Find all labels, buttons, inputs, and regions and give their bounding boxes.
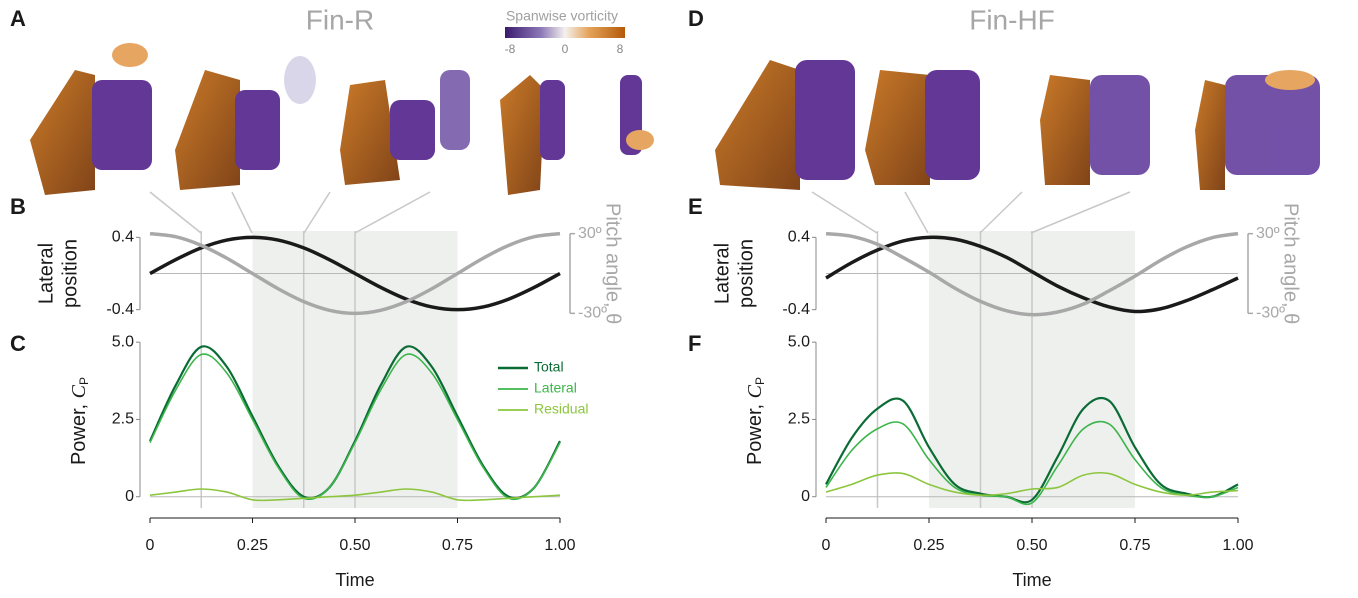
y-axis-label-symbol: C [68, 384, 90, 398]
y-tick-label: 2.5 [788, 411, 810, 428]
x-tick-label: 1.00 [1222, 537, 1253, 554]
panel-label: A [10, 6, 26, 31]
y-axis-label-symbol: C [744, 384, 766, 398]
series-line [149, 231, 561, 316]
backdrop [200, 231, 1135, 508]
y2-tick-label: 30º [578, 225, 602, 242]
panel-label: E [688, 194, 703, 219]
y-axis-label: position [59, 239, 81, 308]
series-line [149, 353, 561, 501]
series-line [149, 235, 561, 312]
y-tick-label: 5.0 [788, 333, 810, 350]
series-line [825, 420, 1239, 506]
legend-label: Residual [534, 401, 588, 417]
x-tick-label: 0.75 [442, 537, 473, 554]
x-axis-label: Time [335, 570, 374, 590]
colorbar [505, 27, 625, 38]
y2-axis-label: Pitch angle, θ [602, 203, 624, 324]
y-axis-label-subscript: P [77, 377, 91, 385]
y-axis-label-text: Power, [744, 398, 766, 465]
colorbar-tick-label: 0 [562, 42, 569, 56]
y-axis-label: position [735, 239, 757, 308]
x-tick-label: 0.75 [1119, 537, 1150, 554]
x-tick-label: 0.25 [237, 537, 268, 554]
y-axis-label: Power, CP [744, 377, 768, 465]
y-tick-label: 0 [125, 488, 134, 505]
x-tick-label: 0 [822, 537, 831, 554]
figure-title: Fin-R [306, 4, 374, 35]
figure-title: Fin-HF [969, 4, 1055, 35]
y2-tick-label: 30º [1256, 225, 1280, 242]
series-line [825, 471, 1239, 497]
legend-label: Lateral [534, 380, 577, 396]
y-tick-label: 0 [801, 488, 810, 505]
x-tick-label: 0.50 [339, 537, 370, 554]
snapshots-fin-r [30, 43, 654, 195]
series-line [149, 488, 561, 502]
panel-label: F [688, 331, 701, 356]
series-line [825, 235, 1239, 314]
y-axis-label: Lateral [711, 243, 733, 304]
y-tick-label: 0.4 [788, 229, 810, 246]
y-tick-label: 2.5 [112, 411, 134, 428]
panel-label: B [10, 194, 26, 219]
y-tick-label: -0.4 [106, 301, 134, 318]
y-tick-label: 5.0 [112, 333, 134, 350]
y2-tick-label: -30º [1256, 305, 1285, 322]
colorbar-tick-label: -8 [505, 42, 516, 56]
panel-label: D [688, 6, 704, 31]
colorbar-title: Spanwise vorticity [506, 8, 618, 24]
panel-label: C [10, 331, 26, 356]
y-axis-label-text: Power, [68, 398, 90, 465]
x-tick-label: 0.50 [1016, 537, 1047, 554]
series-line [825, 231, 1239, 317]
x-tick-label: 0 [146, 537, 155, 554]
snapshots-fin-hf [715, 60, 1320, 190]
y2-axis-label: Pitch angle, θ [1280, 203, 1302, 324]
x-axis-label: Time [1012, 570, 1051, 590]
x-tick-label: 0.25 [913, 537, 944, 554]
y-tick-label: -0.4 [782, 301, 810, 318]
y-axis-label-subscript: P [753, 377, 767, 385]
y2-tick-label: -30º [578, 305, 607, 322]
connectors [149, 191, 1131, 234]
y-axis-label: Power, CP [68, 377, 92, 465]
y-axis-label: Lateral [35, 243, 57, 304]
colorbar-tick-label: 8 [617, 42, 624, 56]
series-line [825, 396, 1239, 504]
legend-label: Total [534, 359, 564, 375]
y-tick-label: 0.4 [112, 229, 134, 246]
x-tick-label: 1.00 [544, 537, 575, 554]
